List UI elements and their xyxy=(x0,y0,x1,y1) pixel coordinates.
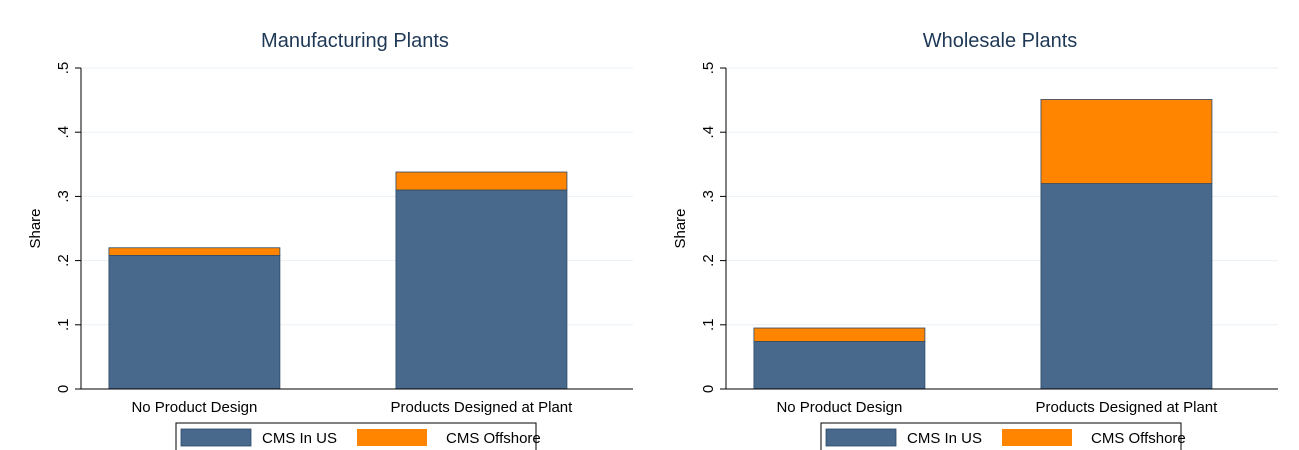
wholesale-y-tick-label: .1 xyxy=(700,319,717,332)
wholesale-legend: CMS In US CMS Offshore xyxy=(820,422,1186,450)
manufacturing-y-tick-label: .2 xyxy=(55,254,72,267)
wholesale-bar-cms-in-us-no-product-design xyxy=(753,341,926,390)
wholesale-category-label: No Product Design xyxy=(776,399,902,416)
wholesale-bar-cms-offshore-products-designed xyxy=(1040,99,1213,184)
manufacturing-y-tick-label: .5 xyxy=(55,62,72,75)
wholesale-legend-swatch-cms-offshore xyxy=(1002,429,1072,446)
wholesale-y-tick-label: 0 xyxy=(700,385,717,393)
manufacturing-bar-cms-offshore-products-designed xyxy=(395,171,568,191)
manufacturing-bar-cms-in-us-products-designed xyxy=(395,189,568,390)
wholesale-category-label: Products Designed at Plant xyxy=(1036,399,1219,416)
wholesale-legend-label-cms-offshore: CMS Offshore xyxy=(1091,430,1186,447)
wholesale-y-tick-label: .3 xyxy=(700,190,717,203)
manufacturing-bar-cms-offshore-no-product-design xyxy=(108,247,281,256)
manufacturing-category-label: No Product Design xyxy=(131,399,257,416)
manufacturing-legend-swatch-cms-offshore xyxy=(357,429,427,446)
manufacturing-y-tick-label: 0 xyxy=(55,385,72,393)
wholesale-legend-swatch-cms-in-us xyxy=(825,428,897,447)
wholesale-chart-title: Wholesale Plants xyxy=(923,30,1078,52)
wholesale-y-tick-label: .5 xyxy=(700,62,717,75)
manufacturing-y-tick-label: .4 xyxy=(55,126,72,139)
manufacturing-y-tick-label: .3 xyxy=(55,190,72,203)
manufacturing-category-label: Products Designed at Plant xyxy=(391,399,574,416)
manufacturing-y-tick-label: .1 xyxy=(55,319,72,332)
wholesale-y-tick-label: .4 xyxy=(700,126,717,139)
wholesale-y-tick-label: .2 xyxy=(700,254,717,267)
manufacturing-y-axis-label: Share xyxy=(27,208,44,248)
manufacturing-legend-label-cms-offshore: CMS Offshore xyxy=(446,430,541,447)
manufacturing-legend-swatch-cms-in-us xyxy=(180,428,252,447)
manufacturing-legend-label-cms-in-us: CMS In US xyxy=(262,430,337,447)
wholesale-y-axis-label: Share xyxy=(672,208,689,248)
manufacturing-bar-cms-in-us-no-product-design xyxy=(108,255,281,390)
wholesale-bar-cms-in-us-products-designed xyxy=(1040,183,1213,390)
manufacturing-chart-panel: Manufacturing Plants 0 .1 .2 .3 .4 .5 Share No P… xyxy=(27,30,633,450)
manufacturing-legend: CMS In US CMS Offshore xyxy=(175,422,541,450)
wholesale-chart-panel: Wholesale Plants 0 .1 .2 .3 .4 .5 Share No Produ… xyxy=(672,30,1278,450)
wholesale-bar-cms-offshore-no-product-design xyxy=(753,327,926,342)
manufacturing-chart-title: Manufacturing Plants xyxy=(261,30,449,52)
wholesale-legend-label-cms-in-us: CMS In US xyxy=(907,430,982,447)
